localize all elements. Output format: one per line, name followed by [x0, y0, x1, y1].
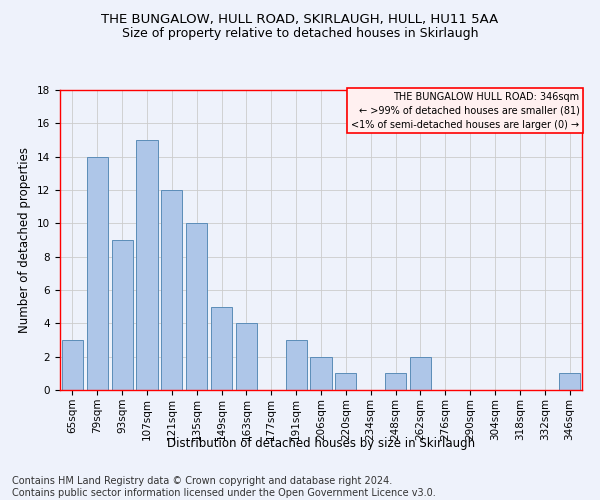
Text: THE BUNGALOW HULL ROAD: 346sqm
← >99% of detached houses are smaller (81)
<1% of: THE BUNGALOW HULL ROAD: 346sqm ← >99% of…	[351, 92, 580, 130]
Bar	[87, 156, 108, 390]
Bar	[62, 340, 83, 390]
Y-axis label: Number of detached properties: Number of detached properties	[19, 147, 31, 333]
Bar	[236, 324, 257, 390]
Text: Size of property relative to detached houses in Skirlaugh: Size of property relative to detached ho…	[122, 28, 478, 40]
Bar	[310, 356, 332, 390]
Bar	[186, 224, 207, 390]
Bar	[286, 340, 307, 390]
Bar	[385, 374, 406, 390]
Bar	[161, 190, 182, 390]
Bar	[335, 374, 356, 390]
Text: Contains HM Land Registry data © Crown copyright and database right 2024.
Contai: Contains HM Land Registry data © Crown c…	[12, 476, 436, 498]
Text: Distribution of detached houses by size in Skirlaugh: Distribution of detached houses by size …	[167, 438, 475, 450]
Bar	[136, 140, 158, 390]
Bar	[112, 240, 133, 390]
Bar	[559, 374, 580, 390]
Text: THE BUNGALOW, HULL ROAD, SKIRLAUGH, HULL, HU11 5AA: THE BUNGALOW, HULL ROAD, SKIRLAUGH, HULL…	[101, 12, 499, 26]
Bar	[410, 356, 431, 390]
Bar	[211, 306, 232, 390]
